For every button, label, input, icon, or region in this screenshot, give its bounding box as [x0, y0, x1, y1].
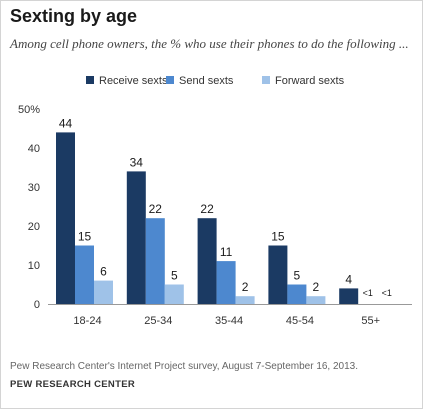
legend-label-2: Send sexts — [179, 75, 234, 87]
data-label: 15 — [78, 230, 92, 244]
data-label: 22 — [149, 202, 163, 216]
legend-label-3: Forward sexts — [275, 75, 345, 87]
legend-swatch-1 — [86, 76, 94, 84]
data-label: 5 — [294, 269, 301, 283]
x-tick-label: 25-34 — [144, 315, 172, 327]
bar-35-44-series-3 — [235, 296, 255, 304]
x-tick-label: 35-44 — [215, 315, 243, 327]
y-tick-label: 20 — [28, 221, 40, 233]
bar-18-24-series-1 — [56, 132, 75, 304]
bar-18-24-series-3 — [94, 280, 113, 304]
survey-note: Pew Research Center's Internet Project s… — [10, 361, 359, 372]
bar-45-54-series-1 — [268, 245, 288, 304]
bar-25-34-series-1 — [126, 171, 146, 304]
x-tick-label: 55+ — [361, 315, 380, 327]
data-label: 15 — [271, 230, 285, 244]
data-label: 2 — [313, 280, 320, 294]
chart-subtitle: Among cell phone owners, the % who use t… — [10, 36, 409, 51]
data-label: 6 — [100, 265, 107, 279]
data-label: <1 — [382, 288, 392, 298]
data-label: 5 — [171, 269, 178, 283]
data-label: 4 — [345, 272, 352, 286]
x-tick-label: 45-54 — [286, 315, 314, 327]
chart-title: Sexting by age — [10, 6, 138, 26]
bar-18-24-series-2 — [75, 245, 94, 304]
bar-25-34-series-3 — [164, 284, 184, 304]
y-tick-label: 40 — [28, 143, 40, 155]
legend-swatch-3 — [262, 76, 270, 84]
data-label: 22 — [200, 202, 214, 216]
source-label: PEW RESEARCH CENTER — [10, 379, 135, 390]
bar-35-44-series-1 — [197, 218, 217, 304]
legend-swatch-2 — [166, 76, 174, 84]
legend-label-1: Receive sexts — [99, 75, 168, 87]
bar-45-54-series-2 — [287, 284, 307, 304]
y-tick-label: 0 — [34, 299, 40, 311]
y-tick-label: 30 — [28, 182, 40, 194]
bar-45-54-series-3 — [306, 296, 326, 304]
bar-55+-series-1 — [339, 288, 359, 304]
data-label: <1 — [363, 288, 373, 298]
data-label: 11 — [220, 245, 233, 259]
bar-25-34-series-2 — [145, 218, 165, 304]
y-tick-label: 10 — [28, 260, 40, 272]
y-tick-label: 50% — [18, 104, 40, 116]
data-label: 2 — [242, 280, 249, 294]
x-tick-label: 18-24 — [73, 315, 101, 327]
data-label: 44 — [59, 116, 73, 130]
data-label: 34 — [130, 155, 144, 169]
bar-35-44-series-2 — [216, 261, 236, 304]
